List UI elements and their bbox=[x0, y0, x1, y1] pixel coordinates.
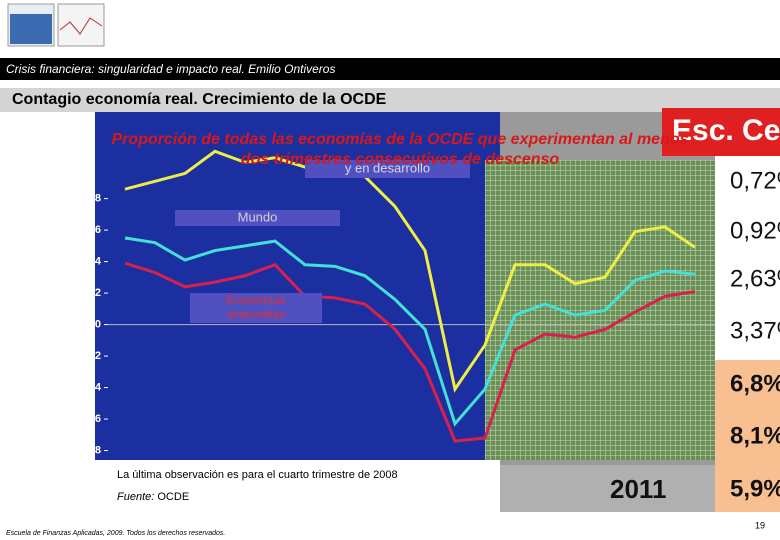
table-header: Esc. Ce bbox=[672, 114, 780, 147]
legend-box bbox=[190, 293, 322, 323]
table-year: 2011 bbox=[610, 474, 666, 504]
table-value: 0,72% bbox=[730, 167, 780, 194]
note: La última observación es para el cuarto … bbox=[117, 469, 398, 481]
legend-label: Economías avanzadas bbox=[226, 293, 286, 321]
y-tick-label: 2 bbox=[95, 287, 101, 299]
section-title: Contagio economía real. Crecimiento de l… bbox=[12, 91, 387, 108]
legend-label-line: avanzadas bbox=[227, 307, 285, 321]
table-value: 8,1% bbox=[730, 422, 780, 449]
legend-box bbox=[175, 210, 340, 226]
source: Fuente: OCDE bbox=[117, 491, 189, 503]
legend-box bbox=[305, 160, 470, 178]
series-line bbox=[124, 236, 696, 427]
series-line bbox=[124, 261, 696, 443]
thumbnails bbox=[7, 3, 105, 47]
table-cells-hi bbox=[715, 360, 780, 512]
y-tick-label: 4 bbox=[95, 255, 102, 267]
source-text: OCDE bbox=[154, 491, 189, 503]
y-tick-label: -6 bbox=[91, 413, 101, 425]
table-value: 6,8% bbox=[730, 370, 780, 397]
legend-label-line: Economías bbox=[226, 293, 286, 307]
legend-label: y en desarrollo bbox=[345, 160, 430, 175]
y-tick-label: 8 bbox=[95, 193, 101, 205]
source-label: Fuente: bbox=[117, 491, 154, 503]
chart-title: dos trimestres consecutivos de descenso bbox=[241, 151, 560, 168]
legend-label: Mundo bbox=[238, 209, 278, 224]
table-value: 2,63% bbox=[730, 265, 780, 292]
copyright: Escuela de Finanzas Aplicadas, 2009. Tod… bbox=[6, 530, 225, 537]
table-cells bbox=[715, 160, 780, 360]
y-tick-label: -2 bbox=[91, 350, 101, 362]
banner-bg bbox=[0, 58, 780, 80]
page-number: 19 bbox=[755, 520, 765, 530]
table-value: 3,37% bbox=[730, 317, 780, 344]
y-tick-label: -8 bbox=[91, 444, 101, 456]
table-value: 0,92% bbox=[730, 217, 780, 244]
table-header-bg bbox=[662, 108, 780, 156]
y-tick-label: -4 bbox=[91, 381, 102, 393]
year-cell bbox=[500, 465, 715, 512]
y-tick-label: 0 bbox=[95, 318, 101, 330]
section-bg bbox=[0, 88, 780, 112]
series-line bbox=[124, 149, 696, 393]
table-value: 5,9% bbox=[730, 475, 780, 502]
banner: Crisis financiera: singularidad e impact… bbox=[6, 62, 335, 76]
chart-title: Proporción de todas las economías de la … bbox=[111, 131, 688, 148]
y-tick-label: 6 bbox=[95, 224, 101, 236]
